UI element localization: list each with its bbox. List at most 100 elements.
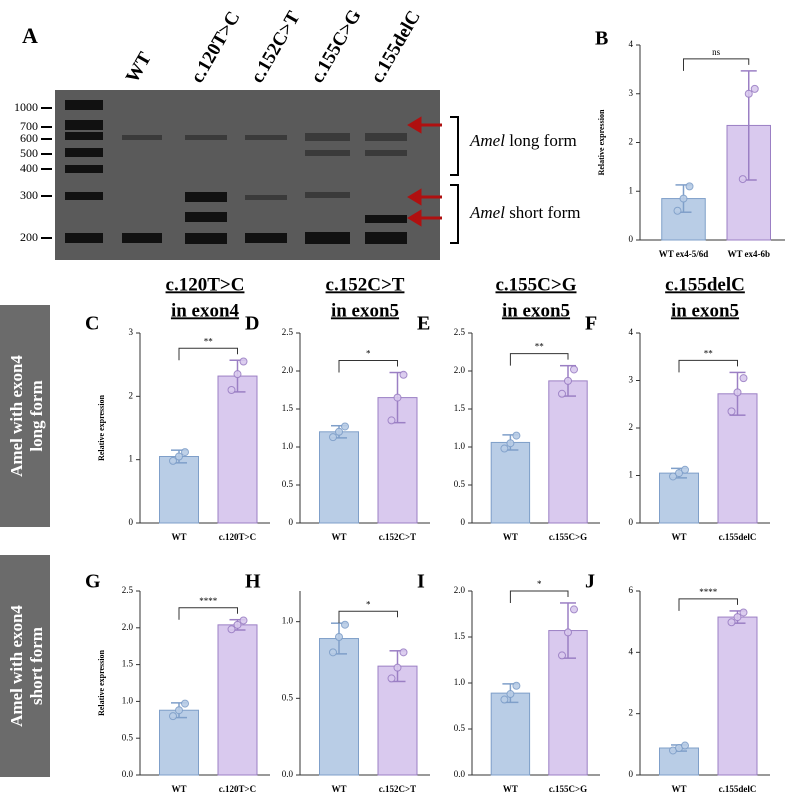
significance-label: **	[704, 348, 714, 358]
y-tick-label: 1	[129, 454, 134, 464]
row-label: Amel with exon4	[7, 355, 26, 477]
y-tick-label: 2.0	[282, 365, 294, 375]
bar	[548, 380, 588, 524]
row-label-box	[0, 555, 50, 777]
data-point	[673, 206, 682, 215]
y-tick-label: 0	[629, 769, 634, 779]
y-tick-label: 3	[629, 375, 634, 385]
annotation: Amel long form	[469, 131, 577, 150]
data-point	[393, 393, 402, 402]
bar	[490, 441, 531, 524]
data-point	[399, 370, 408, 379]
y-axis-label: Relative expression	[597, 109, 606, 175]
data-point	[738, 175, 747, 184]
y-tick-label: 0.5	[282, 479, 294, 489]
significance-bracket	[678, 359, 738, 373]
x-tick-label: WT ex4-5/6d	[659, 249, 709, 259]
y-tick-label: 3	[629, 88, 634, 98]
y-tick-label: 1.0	[122, 695, 134, 705]
data-point	[564, 628, 572, 637]
y-tick-label: 2.0	[122, 622, 134, 632]
x-tick-label: WT	[331, 784, 346, 792]
significance-label: ****	[199, 596, 218, 606]
panel-label: H	[245, 571, 261, 593]
panel-label: I	[417, 571, 425, 593]
y-tick-label: 1.0	[282, 441, 294, 451]
y-tick-label: 2	[629, 137, 634, 147]
x-tick-label: WT ex4-6b	[727, 249, 770, 259]
significance-label: **	[535, 342, 545, 352]
y-tick-label: 0	[629, 234, 634, 244]
data-point	[500, 444, 509, 453]
y-tick-label: 2	[629, 422, 634, 432]
y-axis-label: Relative expression	[97, 650, 106, 716]
ladder-label: 700	[20, 119, 38, 133]
column-header: in exon5	[671, 300, 739, 321]
lane-label: WT	[122, 48, 156, 86]
significance-label: *	[366, 349, 371, 359]
column-header: c.155delC	[665, 274, 745, 295]
panel-label: E	[417, 313, 430, 335]
x-tick-label: WT	[171, 784, 186, 792]
y-tick-label: 2.0	[454, 585, 466, 595]
y-tick-label: 6	[629, 585, 634, 595]
x-tick-label: WT	[331, 532, 346, 542]
column-header: in exon4	[171, 300, 240, 321]
y-tick-label: 0	[629, 517, 634, 527]
data-point	[239, 616, 248, 625]
y-tick-label: 0.5	[454, 479, 466, 489]
data-point	[558, 389, 566, 398]
data-point	[506, 690, 515, 699]
annotation-text: short form	[505, 203, 581, 222]
y-tick-label: 1.0	[454, 441, 466, 451]
y-tick-label: 2.5	[282, 327, 294, 337]
data-point	[335, 633, 343, 641]
panel-label: F	[585, 313, 597, 335]
data-point	[739, 374, 748, 383]
bar	[490, 692, 531, 776]
column-header: in exon5	[331, 300, 399, 321]
data-point	[727, 407, 736, 416]
x-tick-label: c.155delC	[719, 532, 757, 542]
data-point	[233, 620, 242, 629]
y-tick-label: 2.0	[454, 365, 466, 375]
y-tick-label: 1	[629, 185, 634, 195]
bar	[159, 456, 199, 524]
significance-bracket	[509, 353, 569, 366]
significance-bracket	[338, 360, 398, 373]
y-tick-label: 1.5	[454, 403, 466, 413]
data-point	[500, 695, 509, 704]
lane-label: c.120T>C	[187, 8, 245, 87]
significance-bracket	[178, 347, 238, 361]
panel-label: B	[595, 28, 608, 50]
y-tick-label: 0.0	[454, 769, 466, 779]
significance-label: ****	[699, 587, 718, 597]
bar	[377, 665, 418, 776]
data-point	[512, 431, 521, 440]
data-point	[239, 357, 248, 366]
bar	[659, 472, 699, 524]
data-point	[570, 365, 578, 374]
data-point	[399, 648, 408, 657]
data-point	[329, 433, 337, 442]
x-tick-label: WT	[171, 532, 186, 542]
data-point	[681, 465, 689, 474]
y-tick-label: 0	[461, 517, 466, 527]
data-point	[512, 681, 521, 690]
y-tick-label: 4	[629, 327, 634, 337]
y-tick-label: 0	[289, 517, 294, 527]
data-point	[739, 608, 748, 617]
data-point	[329, 648, 337, 657]
y-tick-label: 1.0	[454, 677, 466, 687]
data-point	[681, 741, 689, 750]
x-tick-label: WT	[503, 532, 518, 542]
data-point	[387, 674, 396, 683]
data-point	[181, 699, 189, 708]
panel-label: A	[22, 23, 38, 48]
data-point	[750, 84, 759, 93]
significance-label: *	[366, 599, 371, 609]
y-tick-label: 0.0	[282, 769, 294, 779]
lane-label: c.155C>G	[307, 6, 366, 87]
